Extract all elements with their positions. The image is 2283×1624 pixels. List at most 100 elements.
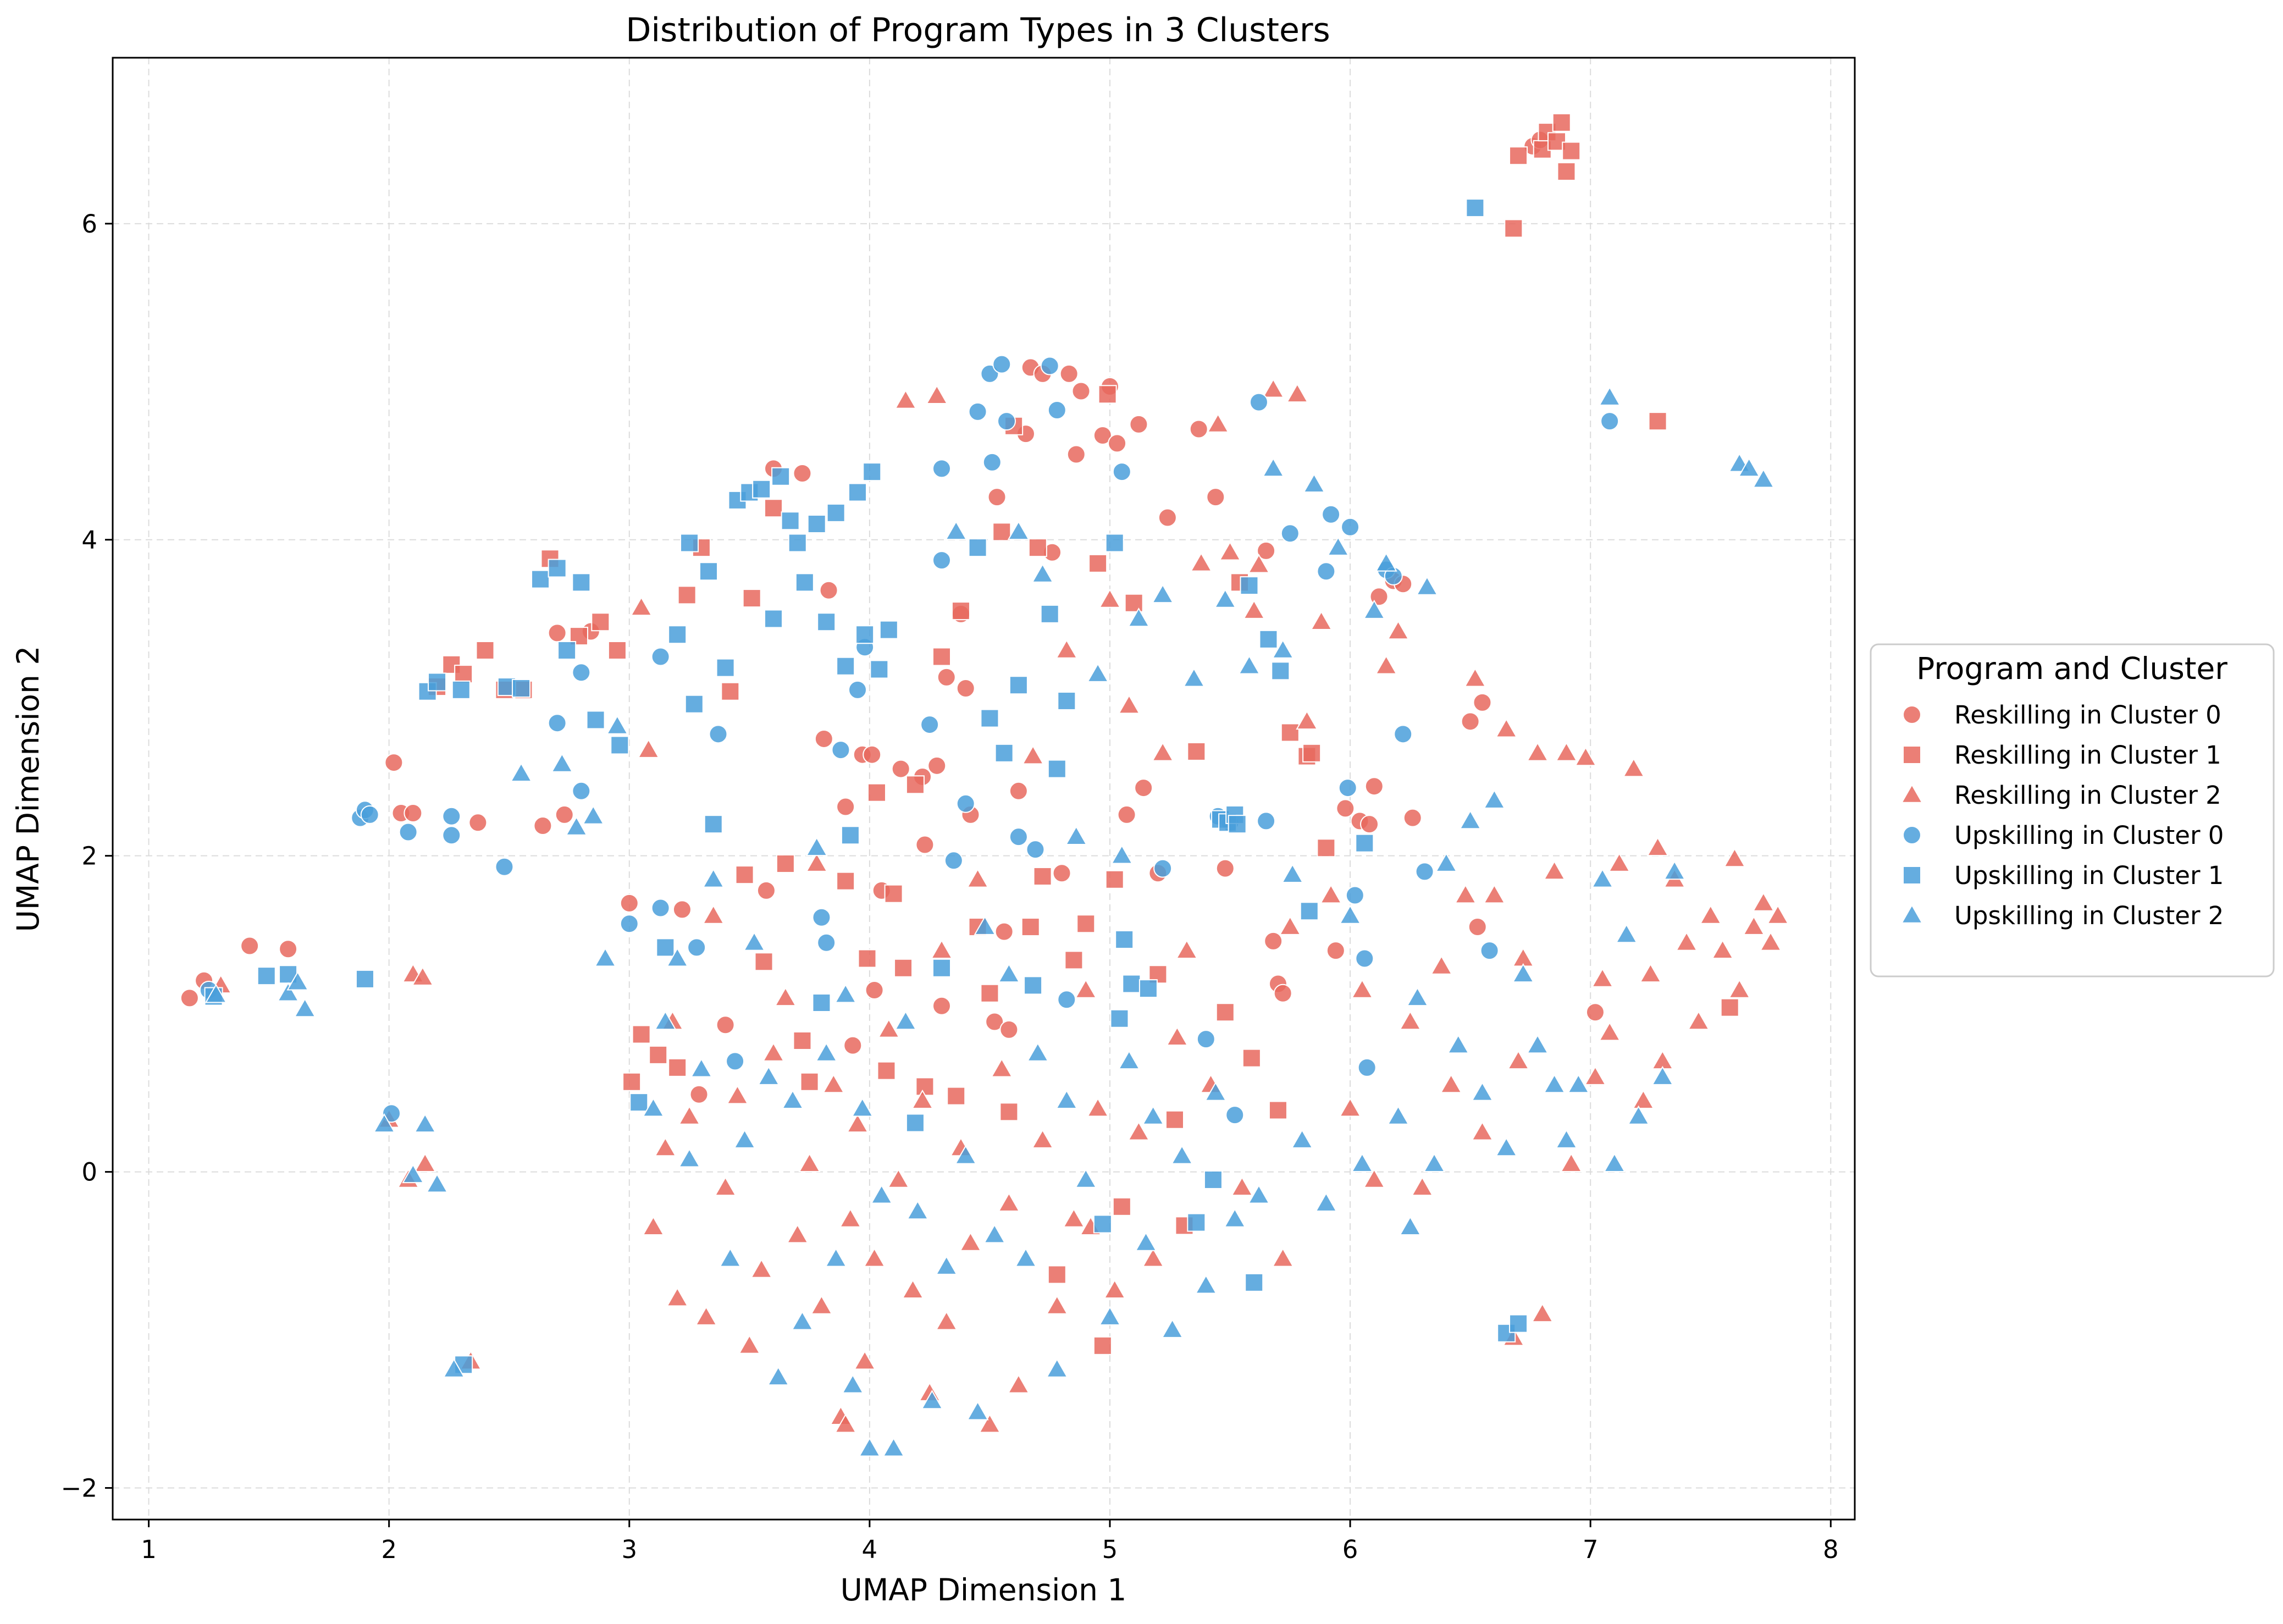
legend-label: Reskilling in Cluster 2 — [1954, 781, 2221, 810]
data-point — [932, 958, 952, 977]
data-point — [1723, 848, 1746, 868]
data-point — [1009, 676, 1028, 695]
data-point — [403, 804, 423, 823]
legend-entries: Reskilling in Cluster 0 Reskilling in Clu… — [1900, 700, 2224, 930]
data-point — [932, 996, 952, 1015]
data-point — [999, 1020, 1019, 1039]
x-tick-label: 1 — [141, 1535, 157, 1564]
data-point — [1615, 923, 1638, 943]
data-point — [1738, 457, 1760, 477]
data-point — [1262, 378, 1285, 398]
data-point — [1207, 413, 1229, 433]
data-point — [1584, 1065, 1607, 1085]
data-point — [848, 680, 867, 699]
data-point — [1355, 949, 1374, 968]
data-point — [956, 678, 975, 698]
data-point — [1215, 859, 1235, 878]
legend-label: Upskilling in Cluster 2 — [1954, 901, 2224, 930]
data-point — [666, 1287, 689, 1307]
data-point — [887, 1168, 910, 1188]
data-point — [1046, 1358, 1068, 1378]
data-point — [1087, 1097, 1109, 1117]
data-point — [721, 682, 740, 701]
data-point — [714, 1176, 737, 1196]
data-point — [1454, 884, 1477, 904]
data-point — [1639, 963, 1662, 983]
data-point — [1148, 965, 1168, 984]
legend-marker — [1903, 705, 1921, 724]
data-point — [1052, 864, 1071, 883]
data-point — [1464, 667, 1486, 687]
data-point — [1447, 1034, 1469, 1054]
data-point — [1076, 914, 1096, 933]
data-point — [1375, 552, 1397, 572]
data-point — [1720, 998, 1739, 1017]
grid-lines — [113, 58, 1855, 1520]
data-point — [822, 1074, 845, 1093]
data-point — [629, 1093, 649, 1112]
data-point — [1279, 915, 1301, 935]
data-point — [781, 1089, 804, 1109]
data-point — [1562, 141, 1581, 161]
data-point — [1031, 563, 1054, 583]
data-point — [1142, 1247, 1164, 1267]
data-point — [1430, 955, 1453, 975]
data-point — [1047, 401, 1066, 420]
data-point — [1268, 1101, 1287, 1120]
data-point — [651, 647, 670, 666]
data-point — [1480, 941, 1499, 960]
data-point — [1303, 473, 1325, 493]
data-point — [1555, 742, 1578, 761]
data-point — [678, 1148, 701, 1168]
data-point — [402, 1163, 424, 1184]
data-point — [557, 640, 577, 660]
data-point — [651, 898, 670, 918]
data-point — [1098, 588, 1121, 608]
data-point — [817, 612, 836, 632]
data-point — [1743, 915, 1765, 935]
data-point — [810, 1295, 833, 1314]
data-point — [1767, 904, 1789, 924]
data-point — [921, 1389, 943, 1410]
data-point — [733, 1129, 756, 1148]
data-point — [1440, 1074, 1462, 1093]
data-point — [384, 753, 403, 772]
data-point — [684, 694, 704, 714]
data-point — [1495, 718, 1518, 738]
data-point — [1093, 426, 1112, 445]
data-point — [1007, 520, 1030, 540]
legend-entry: Upskilling in Cluster 2 — [1900, 901, 2224, 930]
data-point — [240, 936, 259, 955]
data-point — [1483, 789, 1506, 809]
data-point — [454, 665, 473, 684]
data-point — [1026, 1042, 1049, 1062]
data-point — [279, 940, 298, 959]
data-point — [1504, 219, 1523, 238]
data-point — [1341, 517, 1360, 537]
data-point — [620, 914, 639, 933]
data-point — [716, 1015, 735, 1035]
data-point — [956, 794, 975, 813]
data-point — [756, 881, 776, 900]
data-point — [1117, 805, 1136, 824]
data-point — [879, 620, 898, 639]
data-point — [1310, 610, 1333, 631]
data-point — [666, 947, 689, 967]
data-point — [1134, 778, 1153, 798]
data-point — [1364, 777, 1384, 796]
data-point — [1021, 918, 1040, 937]
data-point — [1040, 356, 1059, 375]
data-point — [1435, 852, 1458, 872]
data-point — [1280, 524, 1300, 543]
data-point — [795, 573, 814, 592]
data-point — [831, 741, 850, 760]
data-point — [1415, 862, 1434, 881]
data-point — [1459, 810, 1482, 830]
data-point — [689, 1085, 709, 1104]
data-point — [582, 805, 605, 825]
data-point — [1280, 723, 1300, 742]
data-point — [654, 1010, 677, 1030]
data-point — [1339, 1097, 1362, 1117]
data-point — [1219, 541, 1241, 561]
data-point — [622, 1072, 642, 1091]
